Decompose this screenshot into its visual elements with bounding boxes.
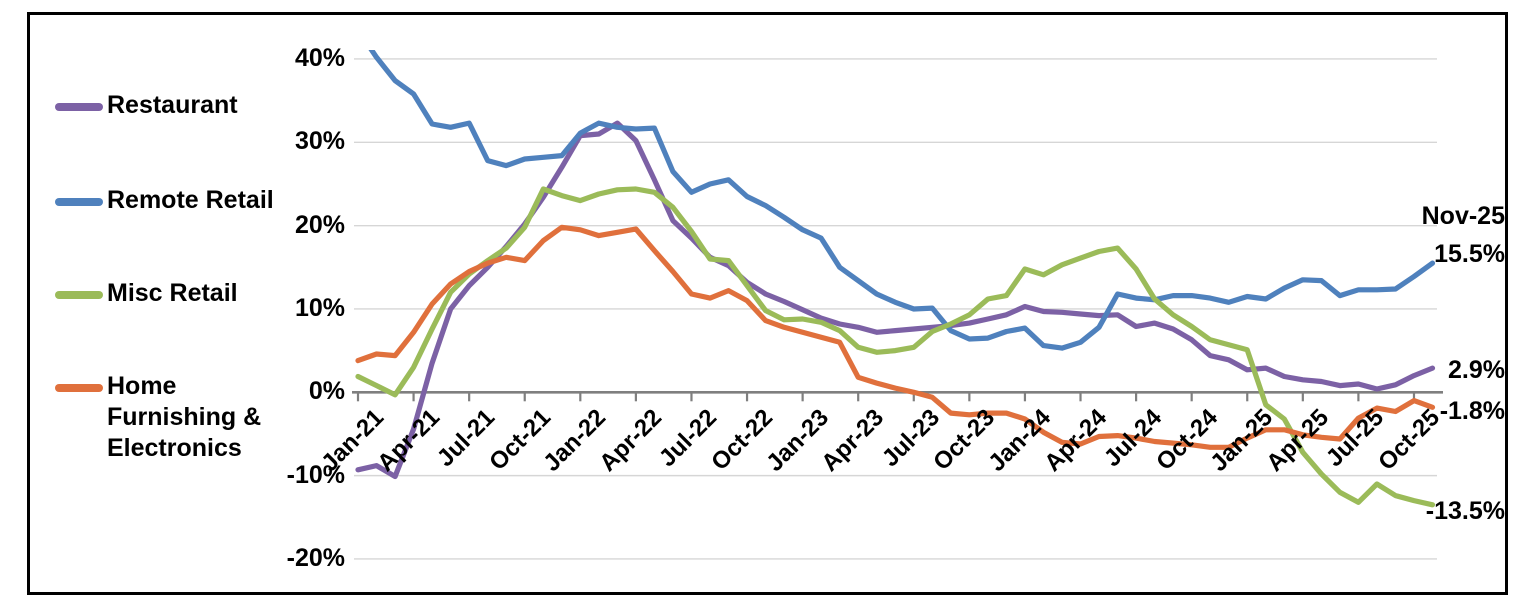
legend-label-restaurant: Restaurant [107, 91, 238, 119]
series-line-remote-retail [368, 50, 1436, 351]
callout-value-misc-retail: -13.5% [1425, 497, 1505, 525]
series-line-misc-retail [355, 186, 1436, 508]
legend-label-remote-retail: Remote Retail [107, 186, 274, 214]
series-line-home-furnishing-electronics [355, 224, 1436, 450]
legend-label-home-furnishing: Home Furnishing & Electronics [107, 372, 262, 462]
legend-label-misc-retail: Misc Retail [107, 279, 238, 307]
y-axis-label: 10% [294, 293, 345, 322]
y-axis-label: 30% [294, 127, 345, 156]
legend-swatch-misc-retail [55, 291, 103, 299]
callout-value-restaurant: 2.9% [1448, 356, 1505, 384]
callout-title: Nov-25 [1421, 202, 1505, 230]
y-axis-label: -20% [286, 543, 345, 572]
legend-swatch-restaurant [55, 103, 103, 111]
y-axis-label: 20% [294, 210, 345, 239]
legend-swatch-remote-retail [55, 198, 103, 206]
chart-border-frame [27, 12, 1508, 595]
legend-swatch-home-furnishing [55, 384, 103, 392]
y-axis-label: -10% [286, 460, 345, 489]
callout-value-remote-retail: 15.5% [1434, 240, 1505, 268]
y-axis-label: 0% [308, 377, 345, 406]
y-axis-label: 40% [294, 43, 345, 72]
callout-value-home-furnishing: -1.8% [1439, 397, 1505, 425]
